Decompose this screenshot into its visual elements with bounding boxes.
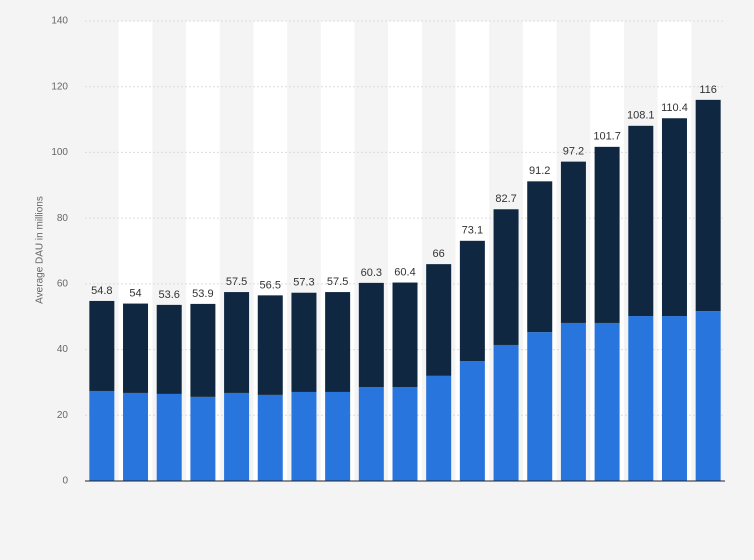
bar-segment (661, 118, 687, 317)
bar-segment (493, 209, 519, 345)
bar-segment (426, 264, 452, 376)
bar-segment (190, 396, 216, 481)
y-tick-label: 20 (57, 410, 69, 421)
y-tick-label: 140 (51, 16, 68, 27)
bar-segment (257, 394, 283, 481)
y-tick-label: 0 (62, 476, 68, 487)
bar-segment (358, 282, 384, 388)
y-axis-label: Average DAU in millions (35, 196, 46, 304)
bar-segment (459, 361, 485, 481)
bar-segment (527, 332, 553, 481)
bar-segment (527, 181, 553, 333)
total-label: 53.6 (158, 289, 179, 301)
bar-segment (459, 240, 485, 362)
bar-segment (358, 387, 384, 481)
total-label: 108.1 (627, 110, 655, 122)
bar-segment (156, 393, 182, 481)
bar-segment (594, 322, 620, 481)
bar-segment (325, 292, 351, 392)
total-label: 101.7 (593, 131, 621, 143)
total-label: 56.5 (260, 279, 281, 291)
bar-segment (560, 161, 586, 323)
y-tick-label: 80 (57, 213, 69, 224)
y-tick-label: 100 (51, 147, 68, 158)
bar-segment (123, 392, 149, 481)
bar-segment (392, 282, 418, 388)
total-label: 60.4 (394, 266, 415, 278)
y-tick-label: 60 (57, 278, 69, 289)
bar-segment (190, 303, 216, 397)
bar-segment (291, 391, 317, 481)
bar-segment (224, 392, 250, 481)
total-label: 60.3 (361, 267, 382, 279)
bar-segment (156, 304, 182, 394)
bar-segment (695, 99, 721, 312)
bar-segment (257, 295, 283, 395)
total-label: 66 (433, 248, 445, 260)
y-tick-label: 40 (57, 344, 69, 355)
bar-segment (426, 375, 452, 481)
total-label: 82.7 (495, 193, 516, 205)
bar-segment (560, 322, 586, 481)
bar-segment (224, 292, 250, 393)
bar-segment (628, 316, 654, 481)
total-label: 54.8 (91, 285, 112, 297)
bar-segment (628, 125, 654, 317)
bar-segment (695, 311, 721, 481)
total-label: 110.4 (661, 102, 688, 114)
bar-segment (594, 146, 620, 323)
total-label: 57.3 (293, 277, 314, 289)
bar-segment (493, 344, 519, 481)
total-label: 116 (699, 84, 717, 96)
bar-segment (123, 303, 149, 393)
bar-segment (89, 300, 115, 391)
bar-segment (661, 316, 687, 481)
bar-segment (291, 292, 317, 392)
y-tick-label: 120 (51, 81, 68, 92)
bar-segment (392, 387, 418, 481)
total-label: 57.5 (327, 276, 348, 288)
bar-segment (89, 390, 115, 481)
total-label: 54 (129, 287, 141, 299)
total-label: 53.9 (192, 288, 213, 300)
total-label: 73.1 (462, 225, 483, 237)
total-label: 57.5 (226, 276, 247, 288)
total-label: 97.2 (563, 146, 584, 158)
bar-segment (325, 391, 351, 481)
total-label: 91.2 (529, 165, 550, 177)
